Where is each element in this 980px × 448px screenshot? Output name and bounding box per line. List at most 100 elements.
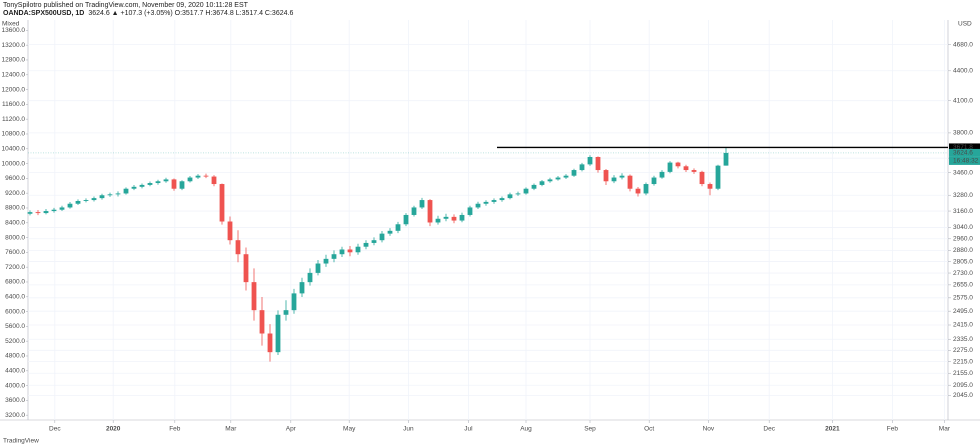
candle-body — [547, 179, 553, 182]
candle-body — [467, 207, 473, 215]
quote-line: 3624.6 ▲ +107.3 (+3.05%) O:3517.7 H:3674… — [88, 10, 293, 17]
candle-body — [235, 240, 241, 255]
candle-body — [499, 198, 505, 201]
x-tick-label: Feb — [169, 426, 181, 433]
candle-body — [603, 170, 609, 182]
candle-body — [587, 156, 593, 165]
candle-body — [35, 212, 41, 214]
x-tick-label: Dec — [763, 426, 775, 433]
candle-body — [267, 333, 273, 353]
y2-tick-label: 7200.0 — [5, 264, 25, 271]
candle-body — [211, 176, 217, 185]
y-tick-label: 2655.0 — [953, 282, 973, 289]
candle-body — [339, 249, 345, 255]
candle-body — [691, 170, 697, 172]
candle-body — [675, 162, 681, 167]
candle-body — [403, 214, 409, 225]
x-tick-label: May — [343, 426, 356, 433]
level-label: 3671.8 — [953, 144, 973, 151]
candle-body — [659, 171, 665, 178]
candle-body — [651, 177, 657, 185]
candle-body — [147, 183, 153, 185]
y2-tick-label: 10400.0 — [2, 145, 26, 152]
candle-body — [451, 216, 457, 221]
candle-body — [459, 214, 465, 221]
candle-body — [715, 165, 721, 189]
x-tick-label: Mar — [225, 426, 237, 433]
candle-body — [75, 200, 81, 204]
y-tick-label: 4680.0 — [953, 41, 973, 48]
countdown-label: 16:48:32 — [953, 158, 979, 165]
candle-body — [283, 310, 289, 315]
level-label-box — [949, 143, 980, 152]
y-tick-label: 2095.0 — [953, 382, 973, 389]
y-tick-label: 2155.0 — [953, 370, 973, 377]
candle-body — [523, 188, 529, 194]
x-tick-label: Oct — [644, 426, 654, 433]
candle-body — [619, 175, 625, 178]
candle-body — [387, 230, 393, 234]
y-tick-label: 3460.0 — [953, 169, 973, 176]
y-tick-label: 2495.0 — [953, 308, 973, 315]
candle-body — [107, 194, 113, 196]
y-tick-label: 3040.0 — [953, 224, 973, 231]
candle-body — [187, 177, 193, 182]
y2-tick-label: 11200.0 — [2, 116, 25, 123]
y2-tick-label: 8800.0 — [5, 205, 25, 212]
y2-tick-label: 12000.0 — [2, 86, 26, 93]
x-tick-label: Apr — [286, 426, 297, 433]
candle-body — [707, 184, 713, 189]
y-tick-label: 4100.0 — [953, 97, 973, 104]
candle-body — [331, 254, 337, 259]
candle-body — [27, 212, 33, 214]
candle-body — [555, 177, 561, 180]
y-tick-label: 2805.0 — [953, 258, 973, 265]
y2-tick-label: 11600.0 — [2, 101, 25, 108]
y2-tick-label: 5200.0 — [5, 338, 25, 345]
candle-body — [483, 201, 489, 204]
x-tick-label: Dec — [49, 426, 61, 433]
y2-tick-label: 13600.0 — [2, 27, 26, 34]
y-tick-label: 2275.0 — [953, 347, 973, 354]
candle-body — [123, 188, 129, 194]
y2-tick-label: 6000.0 — [5, 308, 25, 315]
candle-body — [299, 282, 305, 294]
candle-body — [115, 193, 121, 195]
y2-tick-label: 3200.0 — [5, 412, 25, 419]
candle-body — [379, 233, 385, 241]
candle-body — [315, 263, 321, 273]
y-tick-label: 2215.0 — [953, 358, 973, 365]
y2-tick-label: 5600.0 — [5, 323, 25, 330]
candle-body — [243, 254, 249, 283]
candle-body — [475, 203, 481, 208]
y-tick-label: 3160.0 — [953, 208, 973, 215]
candle-body — [371, 240, 377, 243]
x-tick-label: 2021 — [825, 426, 840, 433]
candle-body — [643, 184, 649, 194]
candle-body — [219, 184, 225, 222]
x-tick-label: Jun — [403, 426, 414, 433]
y2-tick-label: 4800.0 — [5, 353, 25, 360]
candle-body — [627, 175, 633, 189]
y-tick-label: 2575.0 — [953, 295, 973, 302]
price-label: 3624.6 — [953, 150, 973, 157]
y-tick-label: 2730.0 — [953, 270, 973, 277]
y2-tick-label: 9200.0 — [5, 190, 25, 197]
y2-tick-label: 10000.0 — [2, 160, 26, 167]
candle-body — [155, 181, 161, 184]
y-tick-label: 3800.0 — [953, 130, 973, 137]
y-tick-label: 2880.0 — [953, 247, 973, 254]
x-tick-label: 2020 — [106, 426, 121, 433]
candle-body — [531, 184, 537, 189]
candle-body — [563, 175, 569, 178]
candle-body — [363, 242, 369, 247]
candle-body — [251, 282, 257, 311]
candle-body — [59, 207, 65, 210]
y2-tick-label: 12800.0 — [2, 57, 26, 64]
footer-logo[interactable]: TradingView — [3, 438, 39, 445]
candle-body — [667, 162, 673, 172]
y2-tick-label: 4000.0 — [5, 382, 25, 389]
y2-tick-label: 12400.0 — [2, 71, 26, 78]
